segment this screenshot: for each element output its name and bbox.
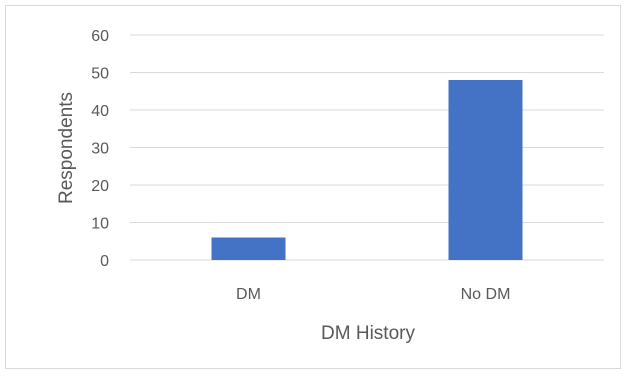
y-tick-label: 40 [91,103,109,120]
gridlines [130,34,604,261]
x-tick-labels: DM No DM [236,286,510,303]
y-axis-title: Respondents [56,92,77,204]
y-tick-label: 50 [91,66,109,83]
y-tick-label: 60 [91,28,109,45]
x-tick-label: DM [236,286,261,303]
y-tick-label: 10 [91,216,109,233]
x-axis-title: DM History [321,323,415,344]
y-tick-label: 20 [91,178,109,195]
y-tick-label: 0 [100,253,109,270]
x-tick-label: No DM [461,286,511,303]
bar-dm [211,237,286,260]
bars [211,80,523,260]
bar-no-dm [448,80,523,260]
y-tick-label: 30 [91,141,109,158]
y-tick-labels: 0 10 20 30 40 50 60 [91,28,109,270]
